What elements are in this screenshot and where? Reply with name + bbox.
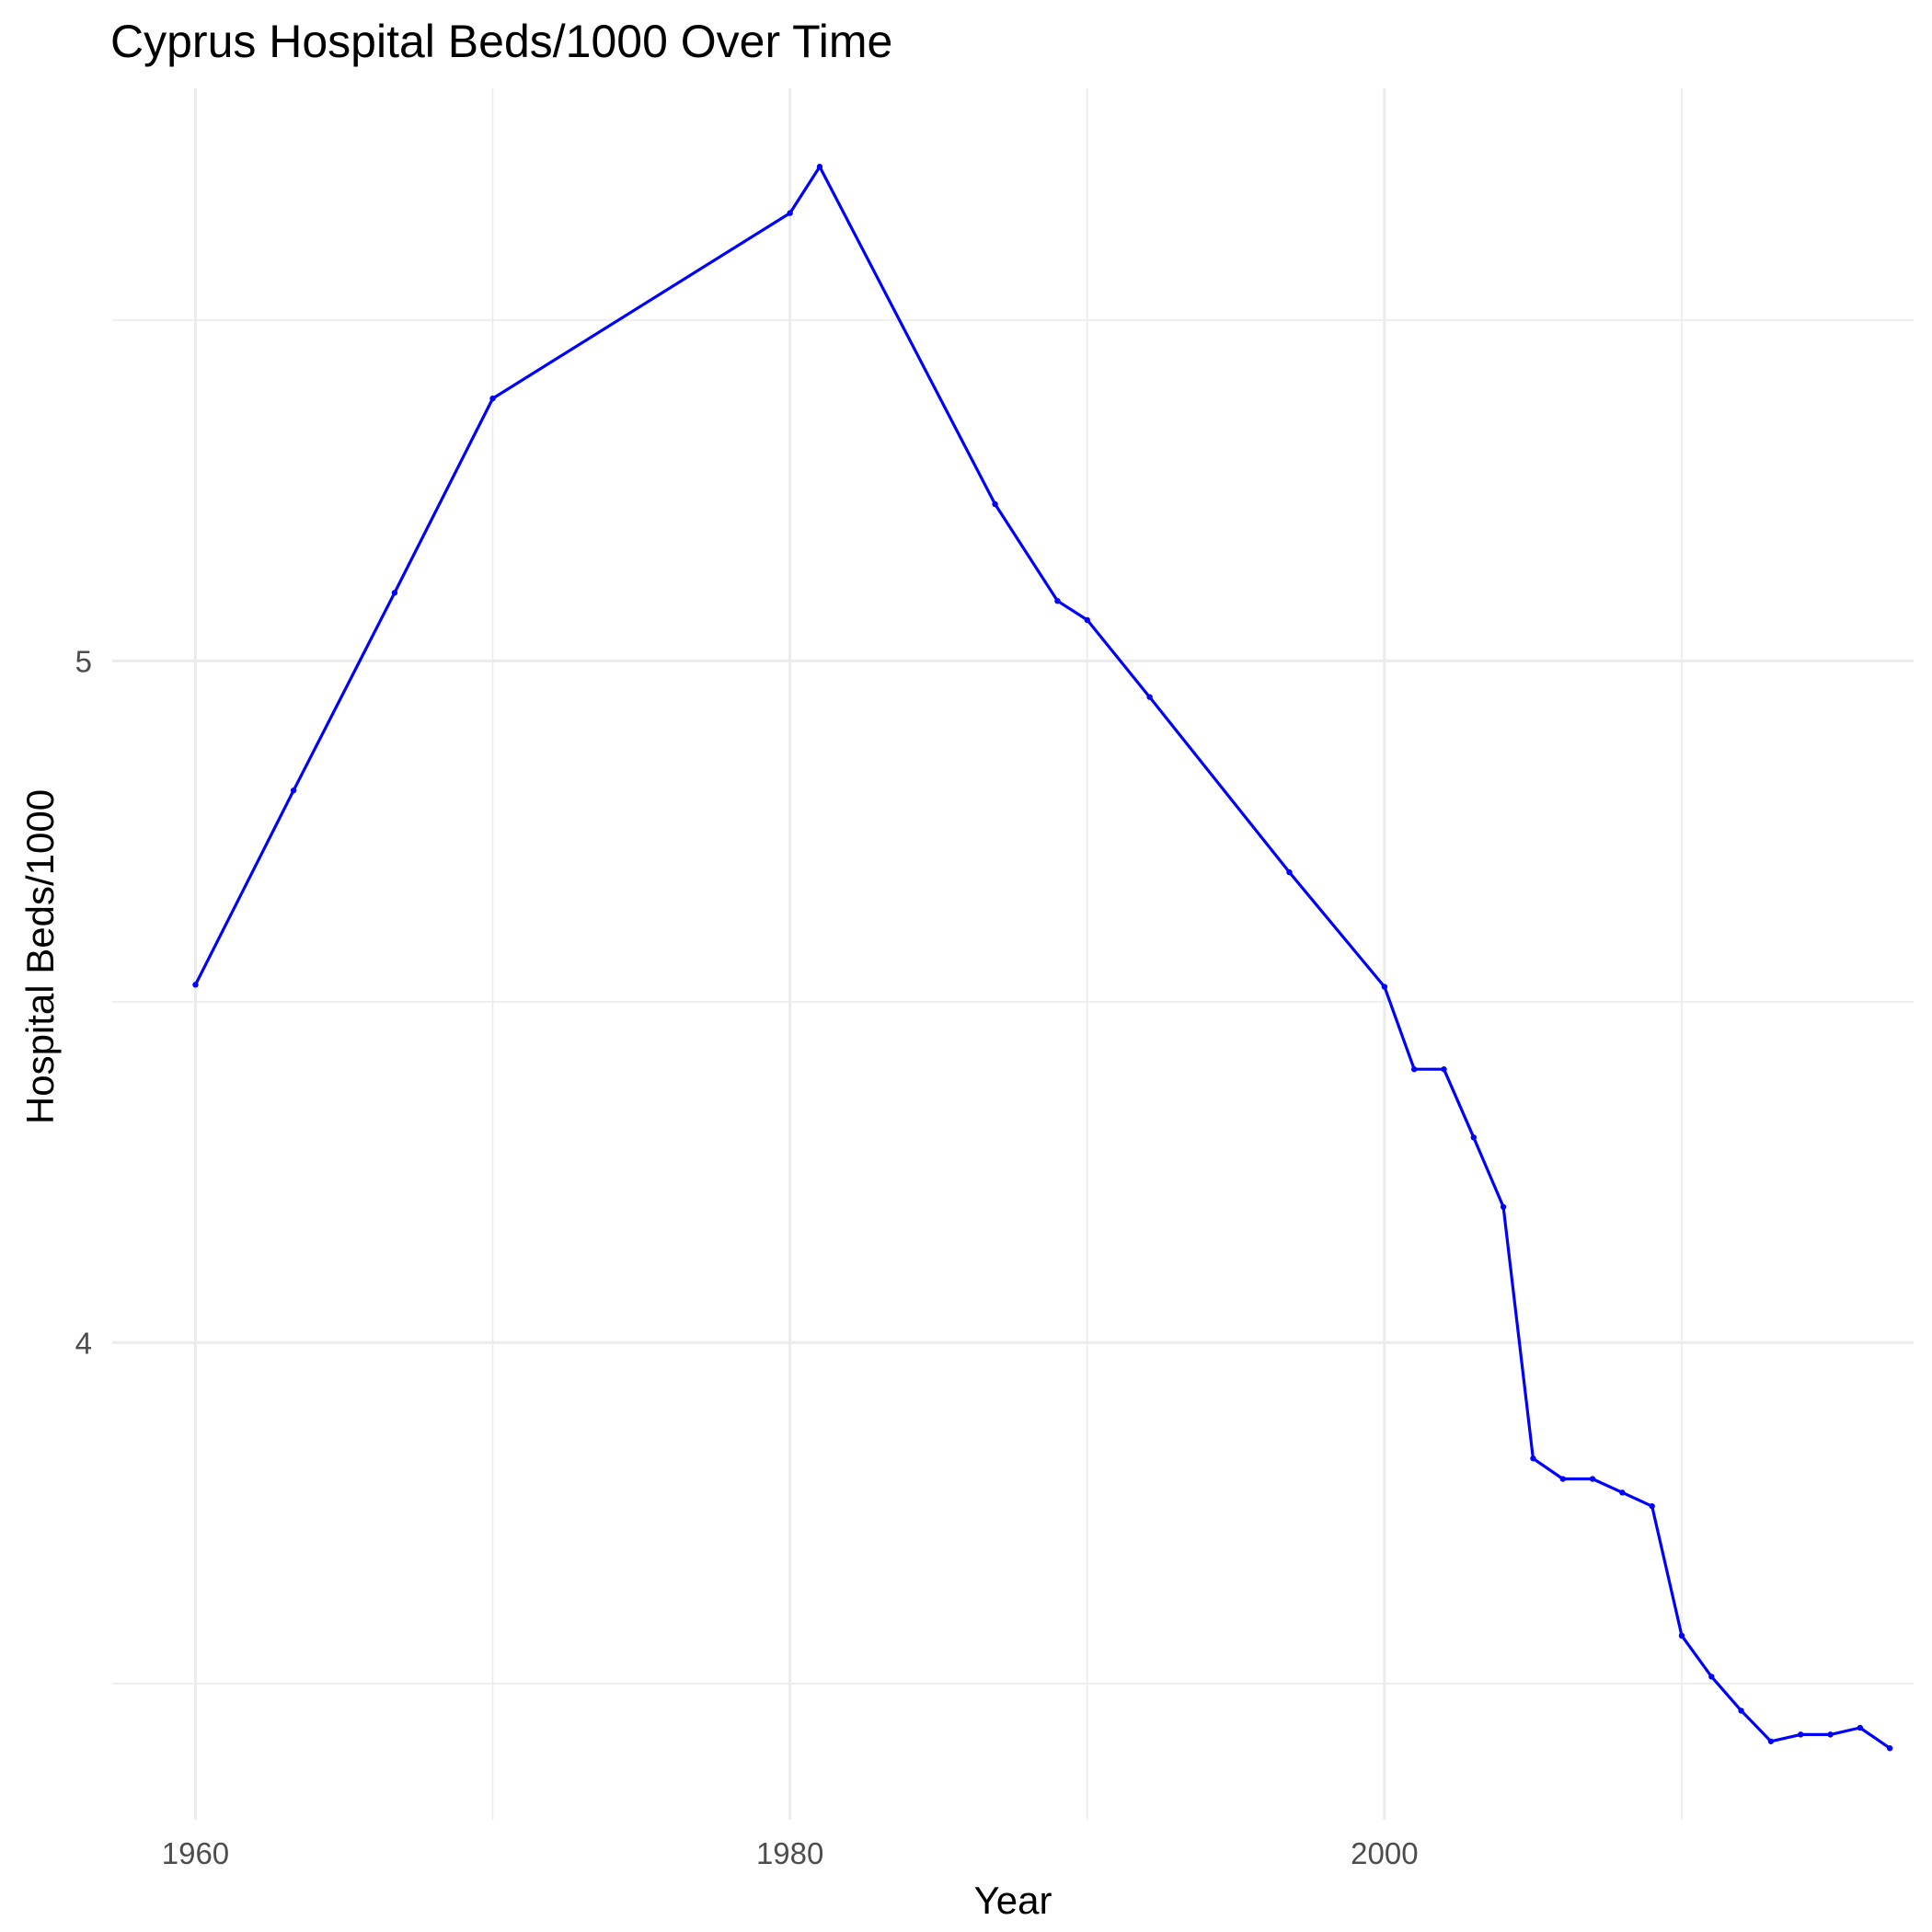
data-point [1886,1745,1893,1752]
data-point [290,787,297,794]
data-point [1767,1738,1775,1744]
data-point [1146,694,1153,700]
x-tick-label: 1980 [756,1836,823,1870]
data-point [1084,616,1090,624]
data-point [1678,1632,1685,1639]
data-point [1441,1066,1447,1073]
series-line [193,165,1892,1750]
chart-title: Cyprus Hospital Beds/1000 Over Time [110,16,892,67]
data-point [1470,1134,1478,1141]
data-point [1649,1502,1655,1510]
data-point [1619,1489,1626,1496]
y-axis-tick-labels: 45 [75,644,92,1360]
x-tick-label: 2000 [1351,1836,1418,1870]
data-point [1798,1731,1804,1738]
data-points [192,164,1893,1752]
data-point [1530,1455,1536,1462]
data-point [192,982,199,988]
data-point [1708,1673,1715,1680]
data-point [1857,1724,1864,1731]
y-tick-label: 4 [75,1326,92,1360]
y-axis-title: Hospital Beds/1000 [18,789,62,1124]
y-tick-label: 5 [75,644,92,678]
data-point [992,500,998,508]
data-point [1589,1476,1596,1482]
data-point [787,210,793,216]
data-point [1738,1708,1744,1714]
x-axis-title: Year [974,1879,1052,1922]
data-point [1381,983,1388,990]
data-point [1054,597,1061,604]
data-point [816,164,823,170]
x-axis-tick-labels: 1960 1980 2000 [162,1836,1419,1870]
data-point [1286,868,1293,876]
data-point [1559,1476,1566,1482]
data-point [489,395,496,402]
series-line-layer [193,165,1892,1750]
data-point [1500,1203,1507,1211]
data-point [391,590,398,596]
data-point [1410,1066,1418,1073]
grid-lines [112,88,1914,1820]
x-tick-label: 1960 [162,1836,229,1870]
data-point [1827,1731,1834,1738]
